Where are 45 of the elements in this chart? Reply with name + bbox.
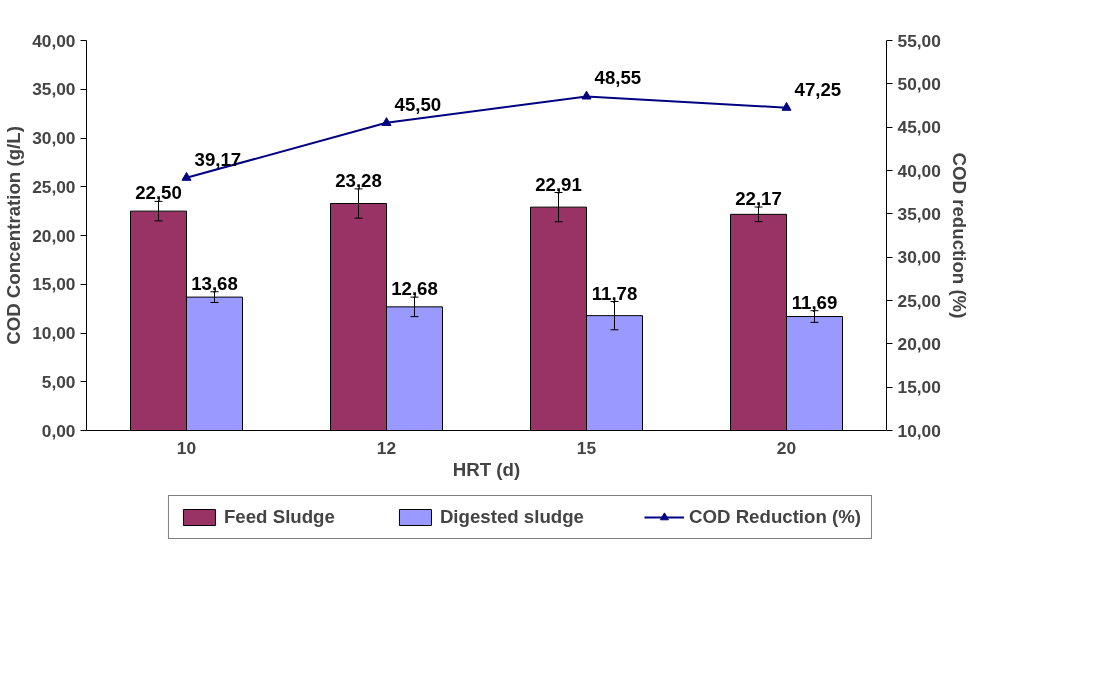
y2-tick-label: 35,00 — [897, 203, 941, 224]
point — [381, 117, 392, 126]
y2-tick-label: 50,00 — [897, 73, 941, 94]
y2-tick-label: 20,00 — [897, 333, 941, 354]
data-label: 11,69 — [791, 291, 838, 313]
x-axis-title: HRT (d) — [452, 458, 521, 480]
y2-tick-label: 30,00 — [897, 247, 941, 268]
y-tick-label: 35,00 — [32, 79, 76, 100]
x-tick-label: 20 — [776, 437, 797, 458]
y-axis-title: COD Concentration (g/L) — [3, 126, 25, 345]
y-tick-label: 40,00 — [32, 30, 76, 51]
y-tick-label: 25,00 — [32, 176, 76, 197]
y-tick-label: 30,00 — [32, 128, 76, 148]
data-label: 45,50 — [394, 93, 442, 115]
data-label: 22,91 — [535, 173, 582, 195]
point — [181, 172, 192, 181]
data-label: 13,68 — [191, 272, 238, 294]
x-tick-label: 10 — [176, 437, 197, 458]
data-label: 22,17 — [735, 188, 782, 210]
y-tick-label: 10,00 — [32, 323, 76, 343]
y2-tick-label: 55,00 — [897, 30, 941, 51]
data-label: 23,28 — [335, 169, 382, 191]
y-tick-label: 0,00 — [41, 420, 76, 441]
y-tick-label: 20,00 — [32, 225, 76, 246]
data-label: 48,55 — [594, 67, 642, 89]
point — [581, 90, 592, 100]
data-label: 47,25 — [794, 78, 842, 100]
x-tick-label: 15 — [576, 437, 597, 458]
y2-tick-label: 15,00 — [897, 377, 941, 398]
data-label: 39,17 — [194, 148, 242, 170]
data-label: 11,78 — [591, 282, 638, 304]
x-tick-label: 12 — [376, 437, 397, 458]
data-label: 12,68 — [391, 278, 438, 300]
legend-label: COD Reduction (%) — [688, 506, 862, 528]
y2-axis-title: COD reduction (%) — [948, 152, 970, 319]
y2-tick-label: 45,00 — [897, 117, 941, 138]
legend-label: Feed Sludge — [223, 506, 335, 528]
y-tick-label: 15,00 — [32, 274, 76, 295]
y2-tick-label: 40,00 — [897, 160, 941, 181]
y2-tick-label: 25,00 — [897, 290, 941, 311]
y2-tick-label: 10,00 — [897, 420, 941, 441]
point — [781, 101, 792, 111]
y-tick-label: 5,00 — [41, 371, 76, 392]
legend-label: Digested sludge — [439, 506, 584, 528]
data-label: 22,50 — [135, 182, 182, 204]
